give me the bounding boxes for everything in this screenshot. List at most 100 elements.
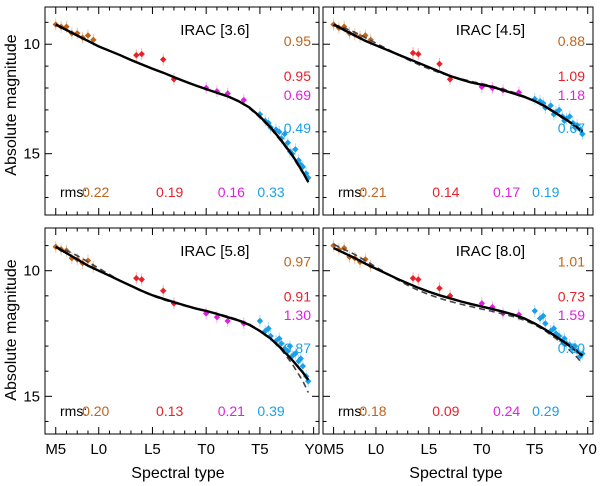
sigma-label: 0.91 — [284, 289, 311, 305]
polynomial-fit-curve — [333, 23, 584, 133]
data-point-late-T — [573, 122, 581, 129]
y-tick-label: 10 — [23, 36, 40, 53]
rms-value: 0.19 — [532, 184, 559, 200]
x-tick-label: L5 — [144, 441, 161, 458]
x-tick-label: L0 — [368, 441, 385, 458]
sigma-label: 0.49 — [284, 120, 311, 136]
data-point-L — [409, 49, 417, 57]
data-point-late-T — [256, 317, 264, 325]
sigma-label: 0.95 — [284, 33, 311, 49]
rms-label: rms: — [60, 403, 87, 419]
data-point-M — [68, 254, 76, 262]
sigma-label: 0.73 — [558, 289, 585, 305]
data-point-late-T — [299, 362, 307, 370]
y-tick-label: 15 — [23, 146, 40, 163]
x-tick-label: L0 — [90, 441, 107, 458]
rms-value: 0.22 — [82, 184, 109, 200]
panel-frame — [44, 227, 320, 435]
x-tick-label: M5 — [323, 441, 344, 458]
rms-value: 0.18 — [359, 403, 386, 419]
data-point-late-T — [265, 325, 272, 332]
data-point-late-T — [540, 100, 547, 107]
data-point-T — [213, 88, 221, 95]
data-point-late-T — [284, 139, 292, 146]
data-point-L — [415, 276, 422, 283]
x-axis-label-right: Spectral type — [409, 465, 502, 482]
x-axis-label-left: Spectral type — [131, 465, 224, 482]
sigma-label: 1.30 — [284, 307, 311, 323]
data-point-M — [84, 257, 92, 264]
x-tick-label: Y0 — [304, 441, 322, 458]
data-point-late-T — [577, 352, 584, 360]
rms-value: 0.20 — [82, 403, 109, 419]
x-tick-label: T0 — [473, 441, 491, 458]
sigma-label: 0.80 — [558, 340, 585, 356]
rms-value: 0.13 — [156, 403, 183, 419]
comparison-fit-curve — [248, 107, 304, 174]
rms-label: rms: — [338, 403, 365, 419]
sigma-label: 0.97 — [284, 254, 311, 270]
data-point-L — [133, 275, 140, 282]
data-point-late-T — [550, 325, 558, 332]
data-point-L — [133, 51, 140, 59]
rms-value: 0.29 — [532, 403, 559, 419]
data-point-M — [90, 36, 97, 44]
rms-value: 0.21 — [359, 184, 386, 200]
rms-value: 0.24 — [493, 403, 520, 419]
rms-value: 0.17 — [493, 184, 520, 200]
y-axis-label-bottom: Absolute magnitude — [3, 259, 20, 401]
data-point-L — [159, 56, 167, 63]
y-tick-label: 15 — [23, 388, 40, 405]
x-tick-label: M5 — [45, 441, 66, 458]
data-point-L — [159, 287, 167, 295]
panel-4: M5 L0 L5 T0 T5 Y0 IRAC [8.0] 1.01 0.73 1.59 0.80 rm… — [322, 227, 597, 458]
panel-title: IRAC [4.5] — [456, 22, 525, 39]
sigma-label: 0.69 — [284, 87, 311, 103]
data-point-late-T — [542, 320, 549, 327]
data-point-late-T — [579, 130, 586, 138]
panel-3: 10 15 M5 L0 L5 T0 T5 Y0 IRAC [5.8] 0.97 0.91 1.30 0.… — [23, 227, 323, 458]
polynomial-fit-curve — [55, 23, 310, 183]
sigma-label: 1.59 — [558, 307, 585, 323]
panel-2: IRAC [4.5] 0.88 1.09 1.18 0.67 rms:0.21 0.14 0.… — [322, 6, 594, 216]
panel-title: IRAC [5.8] — [180, 243, 249, 260]
panel-frame — [44, 6, 320, 216]
panel-1: 10 15 IRAC [3.6] 0.95 0.95 0.69 0.49 rms:0.22 0.… — [23, 6, 320, 216]
data-point-L — [138, 50, 145, 58]
panel-title: IRAC [3.6] — [180, 22, 249, 39]
sigma-label: 1.01 — [558, 254, 585, 270]
data-point-late-T — [555, 332, 563, 340]
x-tick-label: T5 — [251, 441, 269, 458]
data-point-M — [330, 242, 337, 249]
rms-value: 0.14 — [432, 184, 459, 200]
data-point-late-T — [540, 312, 547, 320]
data-point-late-T — [292, 146, 299, 153]
data-point-T — [224, 90, 231, 97]
data-point-L — [436, 60, 443, 68]
data-point-late-T — [531, 307, 538, 315]
y-axis-label-top: Absolute magnitude — [3, 34, 20, 176]
data-point-L — [138, 276, 145, 283]
x-tick-label: L5 — [421, 441, 438, 458]
data-point-late-T — [561, 117, 568, 125]
data-point-T — [240, 96, 247, 104]
sigma-label: 0.95 — [284, 68, 311, 84]
data-point-M — [84, 32, 92, 39]
data-point-late-T — [566, 113, 573, 120]
panel-frame — [322, 6, 594, 216]
sigma-label: 0.88 — [558, 33, 585, 49]
data-point-late-T — [531, 95, 538, 103]
data-point-T — [478, 300, 486, 307]
x-tick-label: T0 — [197, 441, 215, 458]
rms-value: 0.19 — [156, 184, 183, 200]
polynomial-fit-curve — [55, 245, 310, 381]
rms-label: rms: — [60, 184, 87, 200]
data-point-late-T — [281, 130, 288, 138]
sigma-label: 1.18 — [558, 87, 585, 103]
panel-frame — [322, 227, 594, 435]
data-point-M — [362, 256, 369, 263]
sigma-label: 0.87 — [284, 340, 311, 356]
rms-value: 0.09 — [432, 403, 459, 419]
polynomial-fit-curve — [333, 247, 584, 357]
